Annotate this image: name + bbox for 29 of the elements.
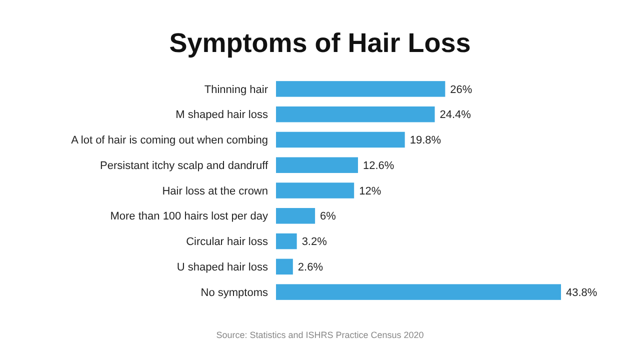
data-label: 43.8% bbox=[566, 286, 598, 299]
y-tick-label: Thinning hair bbox=[204, 84, 268, 96]
chart-title: Symptoms of Hair Loss bbox=[169, 28, 471, 58]
y-tick-label: Persistant itchy scalp and dandruff bbox=[100, 160, 269, 172]
bar bbox=[276, 157, 358, 173]
y-tick-label: M shaped hair loss bbox=[176, 109, 268, 122]
y-tick-label: More than 100 hairs lost per day bbox=[110, 210, 268, 223]
data-label: 2.6% bbox=[298, 262, 324, 274]
y-tick-label: Hair loss at the crown bbox=[162, 185, 268, 198]
data-label: 26% bbox=[450, 84, 472, 96]
y-tick-label: No symptoms bbox=[200, 286, 268, 299]
bar bbox=[276, 182, 354, 198]
bar bbox=[276, 81, 446, 97]
data-label: 12% bbox=[359, 185, 382, 198]
data-label: 3.2% bbox=[302, 236, 328, 248]
data-label: 12.6% bbox=[362, 160, 394, 172]
data-label: 19.8% bbox=[410, 134, 442, 147]
bar bbox=[276, 233, 297, 250]
y-tick-label: Circular hair loss bbox=[186, 236, 268, 248]
bar bbox=[276, 284, 561, 300]
bar bbox=[276, 106, 435, 122]
source-note: Source: Statistics and ISHRS Practice Census 2020 bbox=[216, 330, 424, 340]
data-label: 6% bbox=[320, 210, 336, 223]
y-tick-label: A lot of hair is coming out when combing bbox=[71, 134, 268, 147]
data-label: 24.4% bbox=[440, 109, 472, 122]
y-tick-label: U shaped hair loss bbox=[176, 262, 268, 274]
bar bbox=[276, 208, 316, 224]
bar bbox=[276, 132, 405, 148]
bar bbox=[276, 258, 293, 275]
